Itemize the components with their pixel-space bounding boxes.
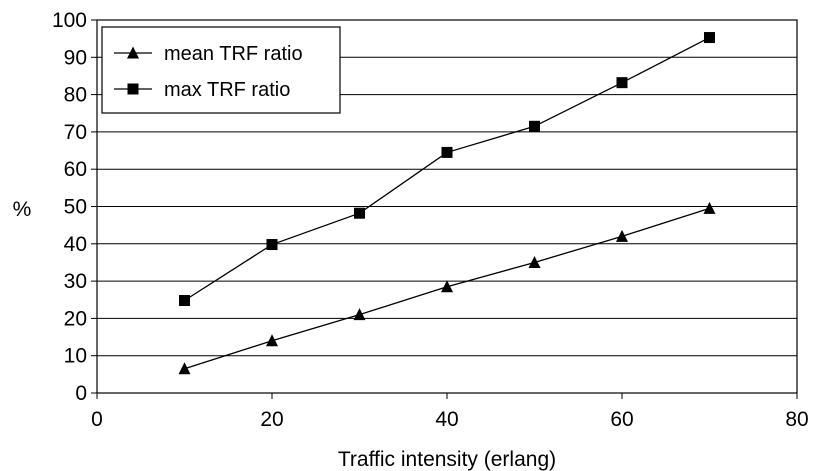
x-tick-label-80: 80	[785, 408, 808, 431]
series-2	[179, 32, 715, 306]
series-2-point-10	[179, 294, 190, 306]
x-tick-label-20: 20	[260, 408, 283, 431]
legend: mean TRF ratio max TRF ratio	[101, 26, 341, 114]
legend-marker-1	[127, 46, 139, 59]
y-tick-label-90: 90	[64, 46, 87, 69]
series-1	[178, 201, 716, 375]
x-axis-label: Traffic intensity (erlang)	[338, 448, 556, 471]
axis-ticks: 0 10 20 30 40 50 60 70 80 90 100 0 20 40 60 80	[52, 9, 809, 431]
series-2-point-40	[441, 146, 453, 158]
legend-item-1: mean TRF ratio	[114, 43, 303, 65]
y-tick-label-10: 10	[64, 345, 87, 368]
y-tick-label-30: 30	[64, 270, 87, 293]
series-1-point-20	[266, 334, 278, 347]
series-2-point-70	[704, 32, 715, 44]
y-tick-label-80: 80	[64, 84, 87, 107]
series-2-point-30	[354, 207, 365, 219]
y-tick-label-50: 50	[64, 196, 87, 219]
y-tick-label-0: 0	[75, 382, 87, 405]
y-tick-label-60: 60	[64, 158, 87, 181]
legend-marker-2	[127, 83, 139, 95]
legend-item-2: max TRF ratio	[114, 79, 290, 101]
series-2-point-20	[266, 239, 278, 251]
series-1-point-60	[616, 229, 628, 242]
y-tick-label-40: 40	[64, 233, 87, 256]
y-tick-label-20: 20	[64, 307, 87, 330]
legend-label-2: max TRF ratio	[164, 79, 290, 101]
x-tick-label-60: 60	[610, 408, 633, 431]
series-1-point-40	[441, 280, 453, 293]
series-2-point-60	[616, 77, 628, 89]
x-tick-label-0: 0	[91, 408, 103, 431]
y-tick-label-70: 70	[64, 121, 87, 144]
series-layer	[178, 32, 716, 375]
y-tick-label-100: 100	[52, 9, 87, 32]
series-1-point-50	[528, 255, 541, 268]
legend-box	[101, 26, 341, 114]
series-1-point-70	[703, 201, 716, 214]
y-axis-label: %	[13, 198, 32, 221]
series-1-point-10	[178, 362, 191, 375]
series-2-point-50	[529, 120, 540, 132]
legend-label-1: mean TRF ratio	[164, 43, 303, 65]
x-tick-label-40: 40	[435, 408, 458, 431]
series-1-point-30	[353, 308, 366, 321]
